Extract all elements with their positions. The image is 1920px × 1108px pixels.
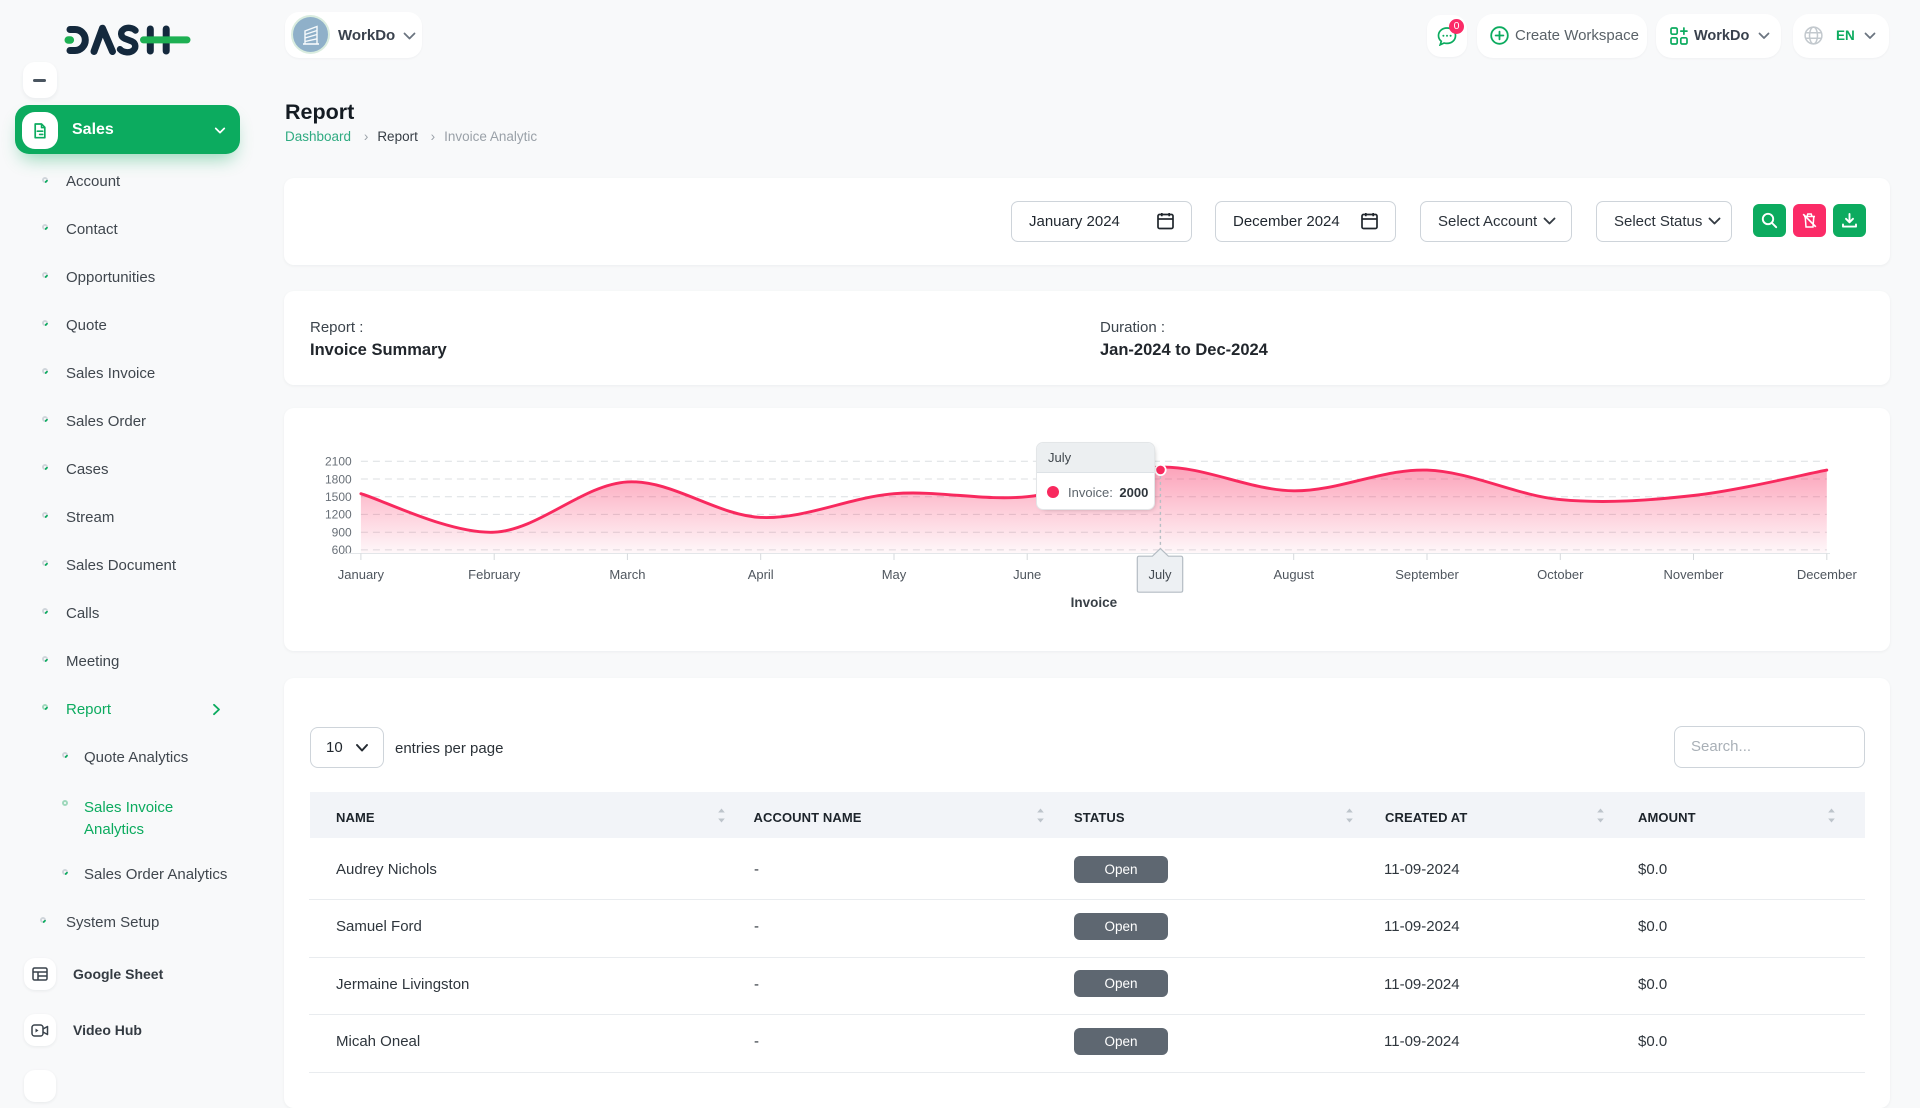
- svg-text:1800: 1800: [325, 472, 352, 486]
- svg-text:January: January: [338, 566, 385, 581]
- svg-text:1500: 1500: [325, 490, 352, 504]
- svg-text:2100: 2100: [325, 454, 352, 468]
- svg-text:November: November: [1664, 566, 1725, 581]
- svg-text:June: June: [1013, 566, 1041, 581]
- svg-text:600: 600: [332, 543, 352, 557]
- svg-text:1200: 1200: [325, 507, 352, 521]
- svg-text:July: July: [1148, 567, 1172, 582]
- svg-text:March: March: [609, 566, 645, 581]
- svg-text:August: August: [1273, 566, 1314, 581]
- svg-text:Invoice: Invoice: [1071, 595, 1118, 610]
- svg-text:February: February: [468, 566, 521, 581]
- svg-text:October: October: [1537, 566, 1584, 581]
- svg-text:December: December: [1797, 566, 1858, 581]
- svg-text:September: September: [1395, 566, 1459, 581]
- svg-text:May: May: [882, 566, 907, 581]
- svg-text:900: 900: [332, 525, 352, 539]
- svg-text:April: April: [748, 566, 774, 581]
